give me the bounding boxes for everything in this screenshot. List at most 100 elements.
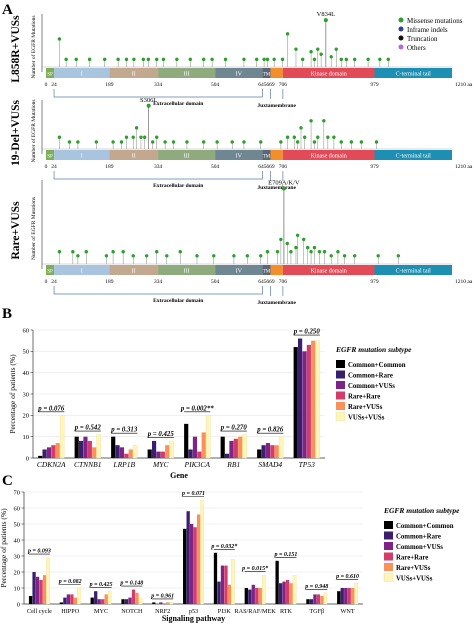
- lollipop-head: [155, 250, 159, 254]
- position-tick: 24: [51, 279, 57, 285]
- track-y-label: Number of EGFR Mutations: [30, 197, 37, 260]
- lollipop-head: [317, 250, 322, 254]
- domain-label-cterm: C-terminal tail: [396, 71, 431, 77]
- lollipop-head: [134, 126, 139, 130]
- lollipop-head: [275, 250, 280, 254]
- bar: [242, 434, 247, 459]
- lollipop-head: [57, 250, 62, 254]
- lollipop-head: [376, 254, 380, 258]
- x-tick-label: HIPPO: [61, 608, 79, 615]
- domain-tm: [262, 68, 271, 78]
- pvalue-label: p = 0.961: [150, 593, 174, 599]
- x-tick-label: Cell cycle: [27, 608, 52, 615]
- legend-label: Rare+Rare: [396, 554, 428, 561]
- lollipop-head: [146, 57, 151, 62]
- bar: [278, 583, 283, 604]
- lollipop-head: [316, 135, 320, 139]
- lollipop-head: [326, 135, 330, 139]
- lollipop-head: [202, 57, 206, 62]
- x-tick-label: p53: [189, 608, 198, 615]
- lollipop-head: [232, 254, 236, 258]
- pvalue-label: p = 0.948: [304, 584, 328, 590]
- lollipop-head: [202, 140, 206, 144]
- lollipop-head: [285, 241, 289, 246]
- legend-title: EGFR mutation subtype: [335, 345, 412, 354]
- domain-label-kinase: Kinase domain: [311, 268, 347, 274]
- bar: [92, 447, 97, 458]
- domain-label-d1: I: [81, 268, 83, 274]
- domain-d3: [158, 68, 216, 78]
- y-tick-label: 30: [23, 391, 30, 398]
- lollipop-head: [171, 140, 176, 144]
- legend-label: Common+Rare: [348, 372, 393, 379]
- lollipop-head: [294, 47, 298, 51]
- lollipop-head: [57, 37, 62, 41]
- lollipop-head: [349, 140, 354, 144]
- bar: [188, 449, 193, 458]
- domain-label-tm: TM: [263, 154, 271, 159]
- lollipop-head: [339, 140, 343, 144]
- pvalue-label: p = 0.148: [119, 581, 143, 587]
- x-tick-label: MYC: [94, 608, 108, 615]
- lollipop-head: [396, 254, 401, 258]
- position-tick: 24: [51, 164, 57, 170]
- bar: [104, 594, 108, 604]
- lollipop-head: [294, 245, 298, 250]
- lollipop-head: [336, 250, 340, 254]
- lollipop-head: [279, 140, 283, 144]
- lollipop-head: [223, 57, 228, 62]
- bar: [193, 527, 197, 604]
- domain-label-d2: II: [132, 153, 136, 159]
- bar: [261, 575, 266, 605]
- domain-cterm: [374, 265, 452, 275]
- y-tick-label: 70: [14, 489, 21, 496]
- lollipop-head: [185, 140, 189, 144]
- legend-swatch: [336, 402, 345, 410]
- pvalue-label: p = 0.151: [273, 552, 297, 558]
- bar: [131, 589, 136, 604]
- domain-d1: [54, 150, 110, 160]
- lollipop-head: [155, 57, 159, 62]
- lollipop-head: [76, 254, 80, 258]
- position-tick: 0: [45, 82, 48, 88]
- track-title: 19-Del+VUSs: [10, 99, 22, 165]
- bar: [38, 455, 43, 458]
- pvalue-label: p = 0.076: [37, 405, 65, 412]
- position-tick: 669: [266, 164, 275, 170]
- lollipop-head: [272, 57, 276, 62]
- bar: [289, 583, 293, 604]
- domain-label-kinase: Kinase domain: [311, 71, 347, 77]
- lollipop-head: [103, 57, 107, 62]
- bar: [28, 596, 33, 604]
- bar: [309, 599, 314, 604]
- legend-label: Common+VUSs: [396, 544, 443, 551]
- track-y-label: Number of EGFR Mutations: [30, 99, 37, 162]
- lollipop-head: [151, 140, 155, 144]
- x-axis-label: Signaling pathway: [162, 614, 225, 623]
- bar: [46, 447, 52, 458]
- bar: [138, 597, 143, 605]
- legend-label: Common+Common: [396, 523, 454, 530]
- bar: [73, 597, 78, 604]
- lollipop-head: [76, 140, 80, 144]
- lollipop-head: [84, 250, 88, 254]
- bar: [192, 436, 198, 458]
- lollipop-head: [188, 57, 192, 62]
- domain-jm: [270, 150, 283, 160]
- bar: [278, 436, 284, 459]
- bar: [233, 438, 238, 458]
- lollipop-head: [299, 126, 303, 130]
- juxta-label: Juxtamembrane: [257, 300, 296, 306]
- pvalue-label: p = 0.093: [27, 549, 51, 555]
- bar: [197, 451, 202, 458]
- position-tick: 645: [258, 82, 267, 88]
- lollipop-head: [309, 250, 313, 254]
- position-tick: 979: [370, 164, 379, 170]
- legend-label: VUSs+VUSs: [396, 575, 433, 582]
- extracellular-label: Extracellular domain: [153, 183, 203, 189]
- lollipop-head: [309, 50, 313, 54]
- lollipop-head: [374, 140, 379, 144]
- domain-tm: [262, 150, 271, 160]
- x-tick-label: RB1: [226, 460, 240, 469]
